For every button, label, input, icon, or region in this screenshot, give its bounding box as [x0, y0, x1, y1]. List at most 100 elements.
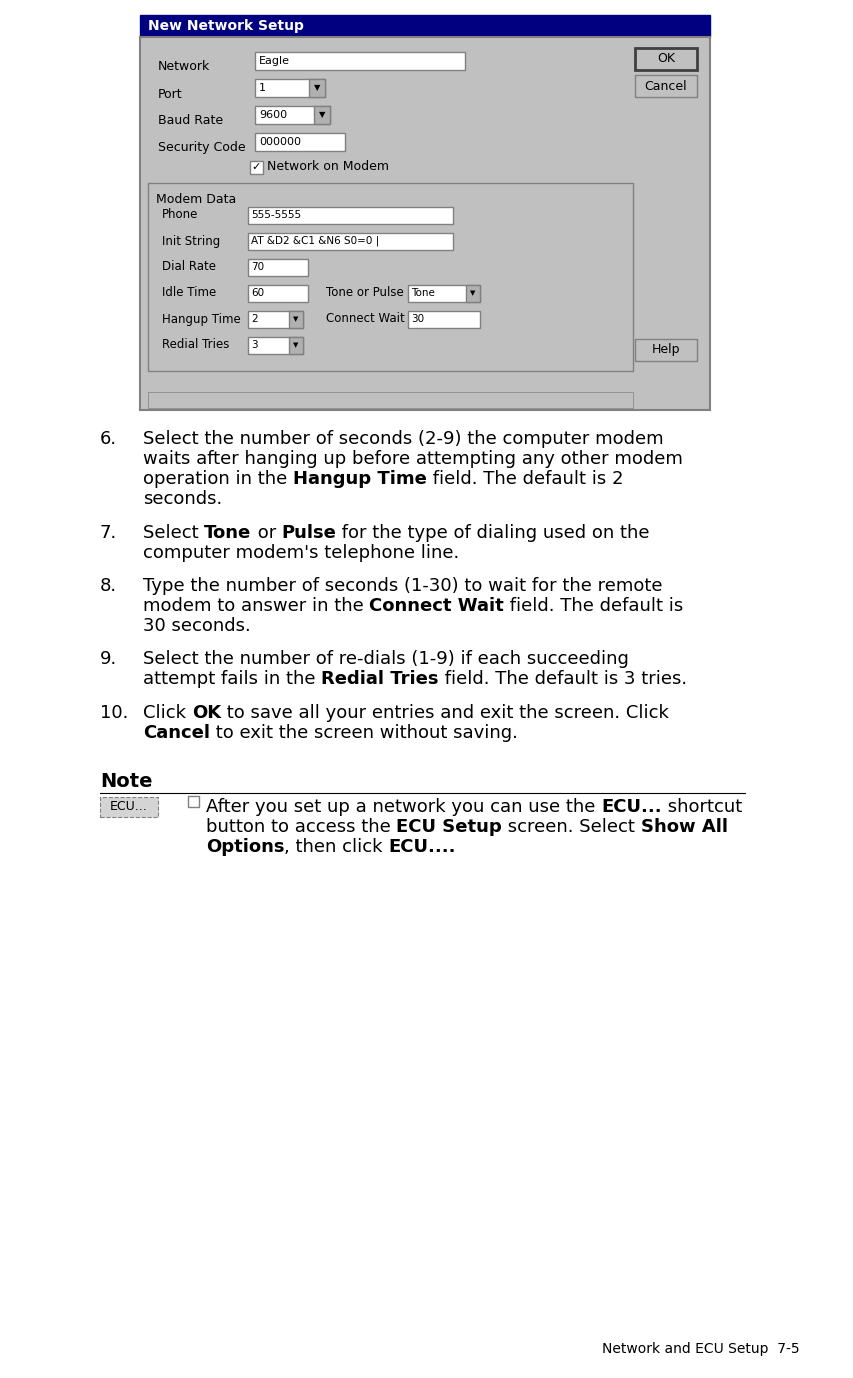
Text: Port: Port	[158, 87, 183, 101]
FancyBboxPatch shape	[255, 79, 325, 96]
Text: to save all your entries and exit the screen. Click: to save all your entries and exit the sc…	[221, 704, 668, 722]
Text: 30: 30	[410, 314, 424, 324]
Text: Init String: Init String	[162, 234, 220, 248]
Text: attempt fails in the: attempt fails in the	[142, 671, 321, 689]
Text: OK: OK	[656, 52, 674, 66]
Text: Hangup Time: Hangup Time	[162, 313, 241, 325]
Text: ✓: ✓	[252, 163, 261, 172]
Text: ▼: ▼	[293, 316, 299, 322]
Text: ECU...: ECU...	[601, 798, 661, 816]
Text: 10.: 10.	[100, 704, 128, 722]
Text: New Network Setup: New Network Setup	[148, 19, 304, 33]
Text: 70: 70	[251, 262, 264, 271]
Text: 7.: 7.	[100, 524, 117, 542]
FancyBboxPatch shape	[100, 796, 158, 817]
Text: ECU Setup: ECU Setup	[396, 819, 502, 836]
FancyBboxPatch shape	[247, 233, 452, 249]
Text: 6.: 6.	[100, 430, 117, 448]
Text: to exit the screen without saving.: to exit the screen without saving.	[210, 723, 517, 741]
Text: ▼: ▼	[318, 110, 325, 120]
FancyBboxPatch shape	[140, 37, 709, 411]
Text: field. The default is 2: field. The default is 2	[426, 470, 623, 488]
FancyBboxPatch shape	[148, 391, 632, 408]
Text: Phone: Phone	[162, 208, 198, 222]
Text: Note: Note	[100, 772, 153, 791]
Text: Security Code: Security Code	[158, 142, 246, 154]
Text: for the type of dialing used on the: for the type of dialing used on the	[336, 524, 649, 542]
Text: , then click: , then click	[284, 838, 388, 856]
Text: Network on Modem: Network on Modem	[267, 160, 389, 174]
Text: Select the number of re-dials (1-9) if each succeeding: Select the number of re-dials (1-9) if e…	[142, 650, 628, 668]
FancyBboxPatch shape	[255, 134, 345, 152]
Text: or: or	[252, 524, 281, 542]
Text: Cancel: Cancel	[644, 80, 687, 92]
Text: ▼: ▼	[470, 289, 475, 296]
Text: Connect Wait: Connect Wait	[369, 597, 503, 615]
FancyBboxPatch shape	[140, 15, 709, 37]
Text: Redial Tries: Redial Tries	[162, 339, 229, 351]
Text: 9.: 9.	[100, 650, 117, 668]
FancyBboxPatch shape	[247, 311, 303, 328]
FancyBboxPatch shape	[255, 106, 329, 124]
FancyBboxPatch shape	[635, 48, 696, 70]
Text: field. The default is 3 tries.: field. The default is 3 tries.	[438, 671, 686, 689]
Text: Hangup Time: Hangup Time	[293, 470, 426, 488]
Text: modem to answer in the: modem to answer in the	[142, 597, 369, 615]
Text: After you set up a network you can use the: After you set up a network you can use t…	[206, 798, 601, 816]
Text: Redial Tries: Redial Tries	[321, 671, 438, 689]
Text: Select the number of seconds (2-9) the computer modem: Select the number of seconds (2-9) the c…	[142, 430, 663, 448]
Text: Tone or Pulse: Tone or Pulse	[326, 287, 403, 299]
FancyBboxPatch shape	[288, 311, 303, 328]
Text: 2: 2	[251, 314, 258, 324]
FancyBboxPatch shape	[309, 79, 325, 96]
Text: Select: Select	[142, 524, 204, 542]
FancyBboxPatch shape	[466, 285, 479, 302]
Text: Click: Click	[142, 704, 192, 722]
Text: Idle Time: Idle Time	[162, 287, 216, 299]
Text: waits after hanging up before attempting any other modem: waits after hanging up before attempting…	[142, 451, 682, 469]
Text: ▼: ▼	[293, 342, 299, 349]
Text: ECU...: ECU...	[110, 801, 148, 813]
Text: shortcut: shortcut	[661, 798, 741, 816]
FancyBboxPatch shape	[408, 311, 479, 328]
Text: Network: Network	[158, 61, 210, 73]
FancyBboxPatch shape	[247, 259, 308, 276]
Text: ▼: ▼	[313, 84, 320, 92]
Text: operation in the: operation in the	[142, 470, 293, 488]
Text: Eagle: Eagle	[258, 56, 290, 66]
Text: ECU....: ECU....	[388, 838, 456, 856]
Text: computer modem's telephone line.: computer modem's telephone line.	[142, 544, 459, 562]
Text: 555-5555: 555-5555	[251, 209, 301, 220]
FancyBboxPatch shape	[635, 74, 696, 96]
Text: Modem Data: Modem Data	[156, 193, 236, 205]
FancyBboxPatch shape	[250, 161, 263, 174]
Text: Tone: Tone	[204, 524, 252, 542]
FancyBboxPatch shape	[314, 106, 329, 124]
Text: Tone: Tone	[410, 288, 434, 298]
Text: 8.: 8.	[100, 577, 117, 595]
FancyBboxPatch shape	[148, 183, 632, 371]
FancyBboxPatch shape	[288, 338, 303, 354]
FancyBboxPatch shape	[408, 285, 479, 302]
Text: Connect Wait: Connect Wait	[326, 313, 404, 325]
Text: 3: 3	[251, 340, 258, 350]
Text: 9600: 9600	[258, 110, 287, 120]
Text: button to access the: button to access the	[206, 819, 396, 836]
FancyBboxPatch shape	[247, 338, 303, 354]
Text: Show All: Show All	[640, 819, 727, 836]
FancyBboxPatch shape	[247, 285, 308, 302]
Text: Dial Rate: Dial Rate	[162, 260, 216, 273]
Text: Baud Rate: Baud Rate	[158, 114, 223, 128]
Text: screen. Select: screen. Select	[502, 819, 640, 836]
Text: Options: Options	[206, 838, 284, 856]
Text: 000000: 000000	[258, 136, 300, 147]
Text: 60: 60	[251, 288, 264, 298]
Text: Help: Help	[651, 343, 680, 357]
FancyBboxPatch shape	[635, 339, 696, 361]
Text: AT &D2 &C1 &N6 S0=0 |: AT &D2 &C1 &N6 S0=0 |	[251, 236, 379, 247]
Text: Cancel: Cancel	[142, 723, 210, 741]
FancyBboxPatch shape	[188, 795, 199, 806]
Text: 30 seconds.: 30 seconds.	[142, 617, 251, 635]
FancyBboxPatch shape	[255, 52, 464, 70]
Text: OK: OK	[192, 704, 221, 722]
